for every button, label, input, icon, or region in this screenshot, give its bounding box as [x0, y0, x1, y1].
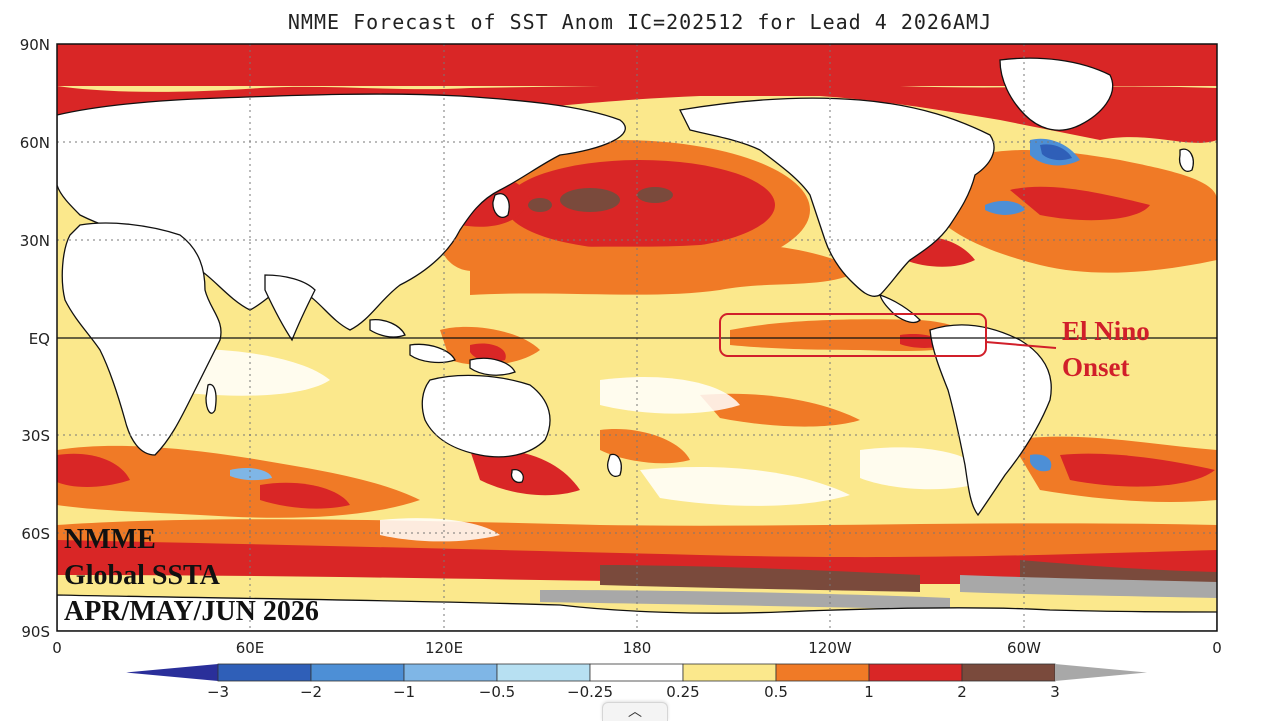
lat-tick-label: 90N	[20, 36, 50, 54]
lon-tick-label: 0	[52, 639, 62, 657]
lon-axis: 0 60E 120E 180 120W 60W 0	[52, 639, 1222, 657]
colorbar-tick-label: 1	[864, 683, 874, 701]
lon-tick-label: 60E	[236, 639, 265, 657]
el-nino-region-box	[719, 313, 987, 357]
lon-tick-label: 0	[1212, 639, 1222, 657]
lat-tick-label: 60N	[20, 134, 50, 152]
colorbar-tick-label: 0.25	[666, 683, 699, 701]
colorbar-tick-label: −3	[207, 683, 229, 701]
annotation-line-2: Onset	[1062, 352, 1130, 382]
lat-tick-label: 30N	[20, 232, 50, 250]
colorbar-tick-label: 3	[1050, 683, 1060, 701]
overlay-label-2: Global SSTA	[64, 560, 221, 591]
colorbar-tick-label: −0.5	[479, 683, 515, 701]
lat-tick-label: 30S	[21, 427, 50, 445]
colorbar-arrow-high	[1055, 664, 1147, 681]
colorbar-segment	[868, 663, 963, 682]
chevron-up-icon: ︿	[628, 704, 642, 720]
colorbar-segment	[682, 663, 777, 682]
lat-axis: 90N 60N 30N EQ 30S 60S 90S	[20, 36, 50, 641]
colorbar-segment	[589, 663, 684, 682]
colorbar-tick-label: 0.5	[764, 683, 788, 701]
colorbar-segment	[775, 663, 870, 682]
land-masses	[57, 57, 1217, 631]
sst-anomaly-field	[57, 44, 1217, 631]
graticule	[57, 44, 1217, 631]
colorbar-tick-label: −1	[393, 683, 415, 701]
overlay-label-3: APR/MAY/JUN 2026	[64, 596, 319, 627]
colorbar-segment	[961, 663, 1056, 682]
colorbar-segment	[310, 663, 405, 682]
lon-tick-label: 180	[623, 639, 652, 657]
colorbar-tick-label: 2	[957, 683, 967, 701]
annotation-line-1: El Nino	[1062, 316, 1150, 346]
map-title: NMME Forecast of SST Anom IC=202512 for …	[287, 10, 993, 34]
lon-tick-label: 120E	[425, 639, 463, 657]
colorbar-segment	[403, 663, 498, 682]
colorbar-arrow-low	[126, 664, 218, 681]
lat-tick-label: 90S	[21, 623, 50, 641]
lat-tick-label: EQ	[29, 330, 50, 348]
colorbar-segment	[217, 663, 312, 682]
colorbar	[126, 663, 1147, 682]
colorbar-tick-label: −2	[300, 683, 322, 701]
colorbar-segment	[496, 663, 591, 682]
lat-tick-label: 60S	[21, 525, 50, 543]
lon-tick-label: 120W	[808, 639, 852, 657]
overlay-label-1: NMME	[64, 524, 156, 555]
lon-tick-label: 60W	[1007, 639, 1041, 657]
colorbar-labels: −3 −2 −1 −0.5 −0.25 0.25 0.5 1 2 3	[207, 683, 1060, 701]
plot-frame	[56, 43, 1218, 632]
annotation-pointer	[985, 341, 1057, 349]
collapse-tab-button[interactable]: ︿	[602, 702, 668, 721]
colorbar-tick-label: −0.25	[567, 683, 613, 701]
